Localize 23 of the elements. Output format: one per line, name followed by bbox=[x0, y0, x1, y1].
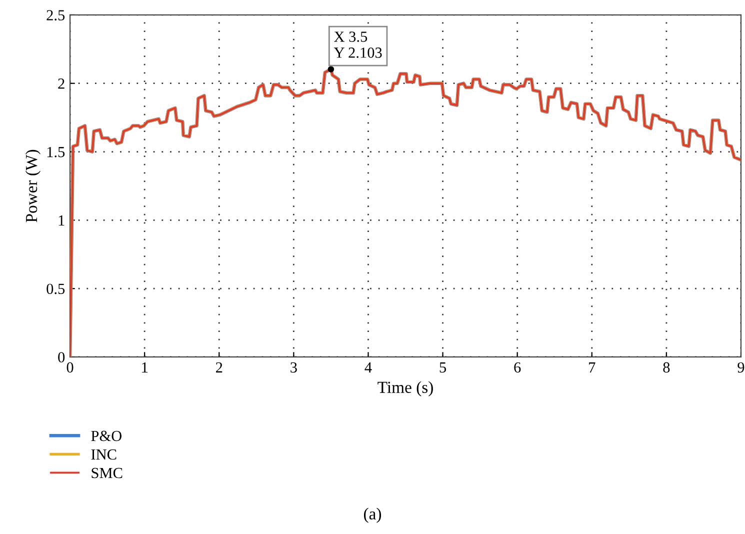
y-tick-label: 1.5 bbox=[47, 146, 65, 158]
x-tick-label: 9 bbox=[738, 362, 744, 373]
y-tick-label: 2.5 bbox=[46, 10, 65, 20]
y-axis-title: Power (W) bbox=[25, 150, 41, 222]
legend-label: SMC bbox=[92, 468, 122, 478]
y-tick-label: 0 bbox=[58, 352, 65, 362]
annotation: X 3.5 Y 2.103 bbox=[334, 32, 382, 58]
y-tick-label: 2 bbox=[58, 78, 64, 89]
y-tick-label: 0.5 bbox=[46, 284, 65, 294]
x-axis-title: Time (s) bbox=[378, 381, 433, 396]
x-tick-label: 1 bbox=[142, 362, 148, 372]
x-tick-label: 0 bbox=[66, 362, 74, 373]
x-tick-label: 8 bbox=[663, 362, 670, 373]
x-tick-label: 6 bbox=[514, 362, 521, 373]
x-tick-label: 2 bbox=[216, 362, 222, 372]
y-tick-label: 1 bbox=[58, 215, 64, 226]
x-tick-label: 4 bbox=[364, 362, 372, 372]
x-tick-label: 3 bbox=[290, 362, 297, 373]
x-tick-label: 5 bbox=[440, 362, 446, 373]
legend-label: INC bbox=[91, 449, 116, 460]
x-tick-label: 7 bbox=[589, 362, 596, 372]
legend-label: P&O bbox=[91, 430, 122, 442]
text: (a) bbox=[364, 508, 382, 523]
